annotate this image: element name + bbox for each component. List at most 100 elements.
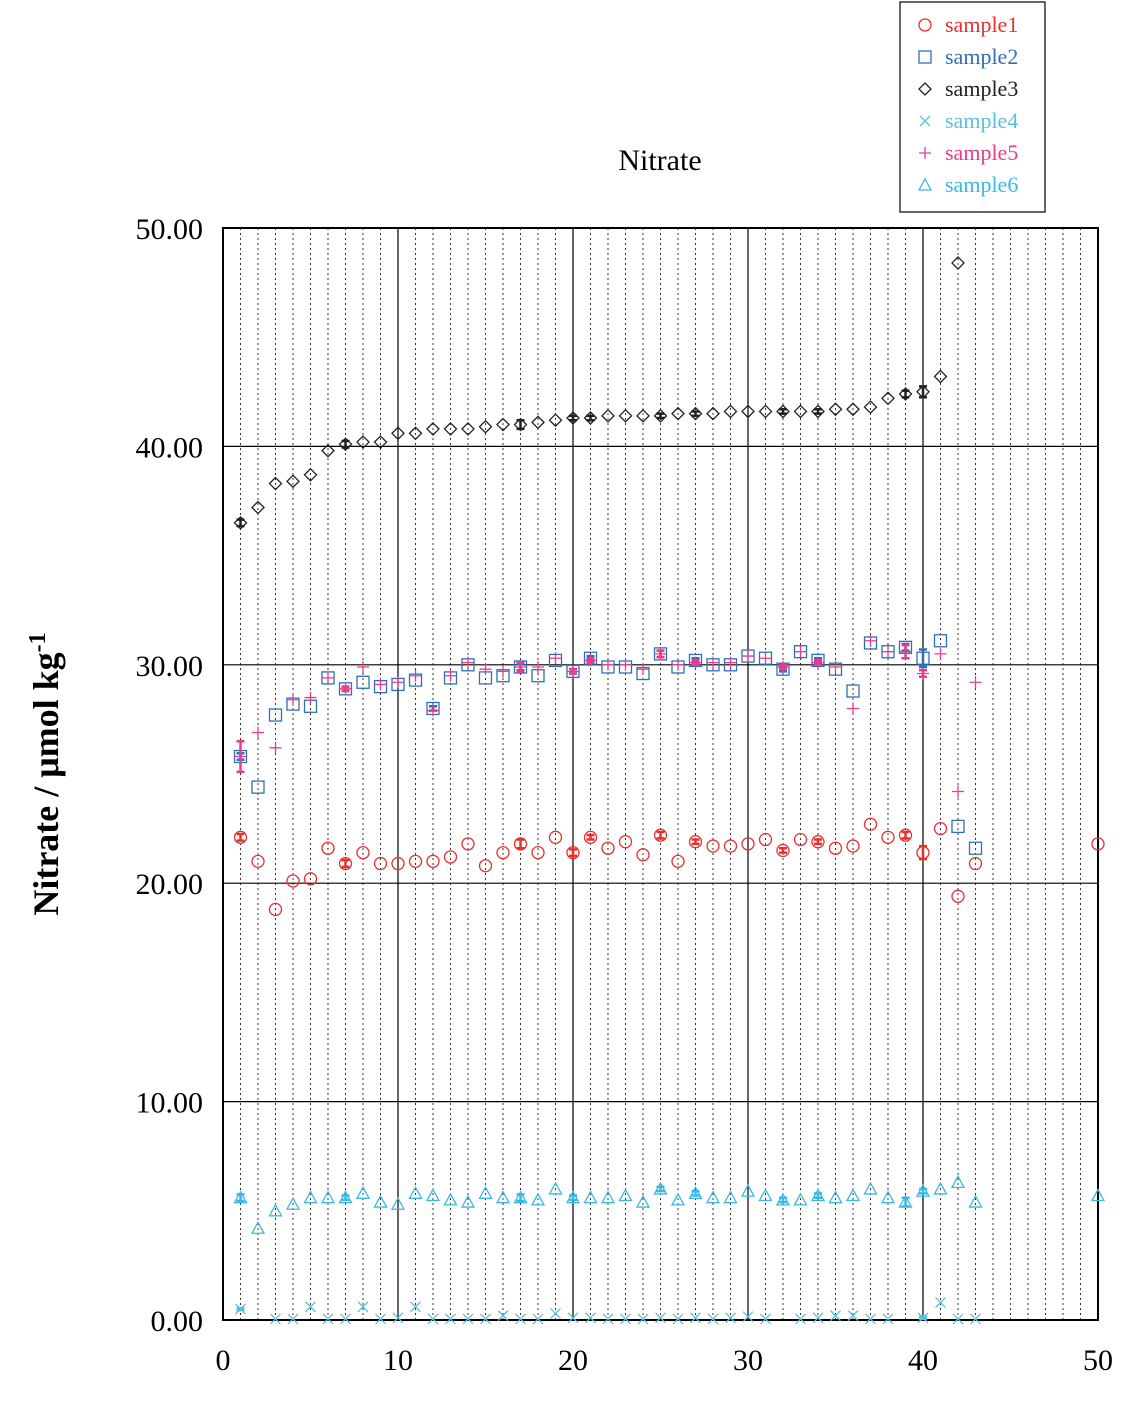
sample1-point — [758, 832, 773, 847]
sample6-error-bar — [569, 1194, 577, 1202]
plot-frame — [222, 227, 1099, 1321]
sample4-point — [270, 1313, 281, 1325]
legend-label: sample3 — [945, 76, 1018, 101]
sample6-point — [390, 1196, 406, 1210]
legend-item-sample4: sample4 — [919, 108, 1018, 133]
sample1-error-bar — [814, 838, 822, 846]
sample5-error-bar — [341, 685, 350, 693]
sample4-point — [725, 1312, 736, 1324]
sample3-point — [863, 400, 878, 415]
sample1-point — [303, 872, 318, 886]
sample1-point — [1091, 837, 1105, 851]
series-sample4 — [235, 1297, 981, 1325]
sample4-point — [865, 1313, 876, 1325]
data-marks — [233, 256, 1106, 1325]
sample1-point — [653, 828, 668, 842]
sample5-error-bar — [814, 659, 822, 667]
sample2-point — [846, 684, 860, 698]
legend-label: sample2 — [945, 44, 1018, 69]
sample3-point — [443, 422, 458, 436]
sample4-point — [480, 1313, 491, 1325]
sample1-point — [531, 845, 545, 860]
sample6-error-bar — [901, 1196, 910, 1208]
sample3-error-bar — [814, 408, 822, 415]
sample5-point — [882, 645, 894, 658]
sample4-point — [550, 1307, 561, 1319]
series-sample3 — [233, 256, 965, 530]
sample2-point — [251, 780, 265, 794]
sample2-error-bar — [919, 648, 927, 669]
sample6-point — [583, 1190, 598, 1204]
sample5-error-bar — [691, 659, 700, 667]
sample5-error-bar — [569, 667, 577, 675]
legend-label: sample6 — [945, 172, 1018, 197]
sample1-point — [951, 889, 965, 903]
sample5-error-bar — [779, 663, 787, 671]
sample5-error-bar — [586, 656, 595, 664]
sample4-point — [462, 1313, 474, 1325]
sample1-point — [741, 837, 755, 851]
sample3-point — [898, 387, 913, 401]
sample3-point — [338, 437, 353, 452]
sample6-error-bar — [516, 1193, 525, 1203]
sample1-point — [811, 835, 825, 849]
sample3-point — [268, 476, 283, 491]
legend-marker — [919, 115, 931, 127]
sample1-point — [443, 850, 458, 864]
sample3-point — [706, 406, 720, 421]
sample3-error-bar — [919, 385, 927, 399]
sample4-point — [340, 1313, 351, 1325]
sample3-point — [513, 417, 528, 432]
sample3-point — [286, 474, 300, 489]
sample4-point — [847, 1310, 859, 1322]
sample4-point — [952, 1313, 964, 1325]
sample3-error-bar — [779, 408, 787, 415]
sample1-point — [513, 837, 528, 851]
sample3-point — [496, 417, 510, 432]
sample5-point — [847, 702, 859, 715]
sample6-point — [740, 1183, 756, 1197]
sample4-point — [305, 1301, 316, 1313]
sample1-error-bar — [569, 848, 577, 858]
sample1-point — [251, 854, 265, 869]
sample4-point — [707, 1313, 719, 1325]
sample4-point — [620, 1313, 631, 1325]
sample5-point — [497, 665, 509, 678]
sample3-point — [373, 435, 388, 449]
sample4-point — [795, 1313, 806, 1325]
sample3-error-bar — [586, 414, 595, 422]
sample5-point — [357, 660, 369, 673]
sample1-point — [496, 845, 510, 860]
sample6-point — [373, 1194, 388, 1208]
sample4-point — [322, 1313, 334, 1325]
sample6-point — [775, 1192, 791, 1206]
sample3-point — [426, 422, 440, 436]
sample1-point — [898, 828, 913, 842]
sample4-point — [497, 1310, 509, 1322]
sample4-point — [882, 1313, 894, 1325]
sample1-point — [688, 835, 703, 849]
sample6-point — [1090, 1188, 1106, 1202]
sample1-point — [583, 830, 598, 844]
sample1-point — [461, 837, 475, 851]
sample6-error-bar — [814, 1192, 822, 1199]
sample6-point — [320, 1190, 336, 1204]
sample3-error-bar — [656, 412, 665, 420]
sample3-point — [881, 391, 895, 406]
sample6-point — [478, 1185, 493, 1199]
sample6-point — [723, 1190, 738, 1204]
sample6-point — [880, 1190, 896, 1204]
sample1-point — [338, 856, 353, 871]
sample3-point — [531, 415, 545, 430]
sample6-point — [968, 1194, 983, 1208]
sample6-point — [688, 1185, 703, 1199]
x-tick-label: 30 — [733, 1344, 763, 1377]
sample4-point — [812, 1312, 824, 1324]
sample1-point — [881, 830, 895, 844]
legend-label: sample5 — [945, 140, 1018, 165]
chart-title: Nitrate — [618, 144, 701, 177]
sample4-point — [655, 1312, 666, 1324]
sample4-point — [445, 1313, 456, 1325]
sample3-point — [356, 435, 370, 449]
y-tick-label: 50.00 — [136, 213, 204, 246]
